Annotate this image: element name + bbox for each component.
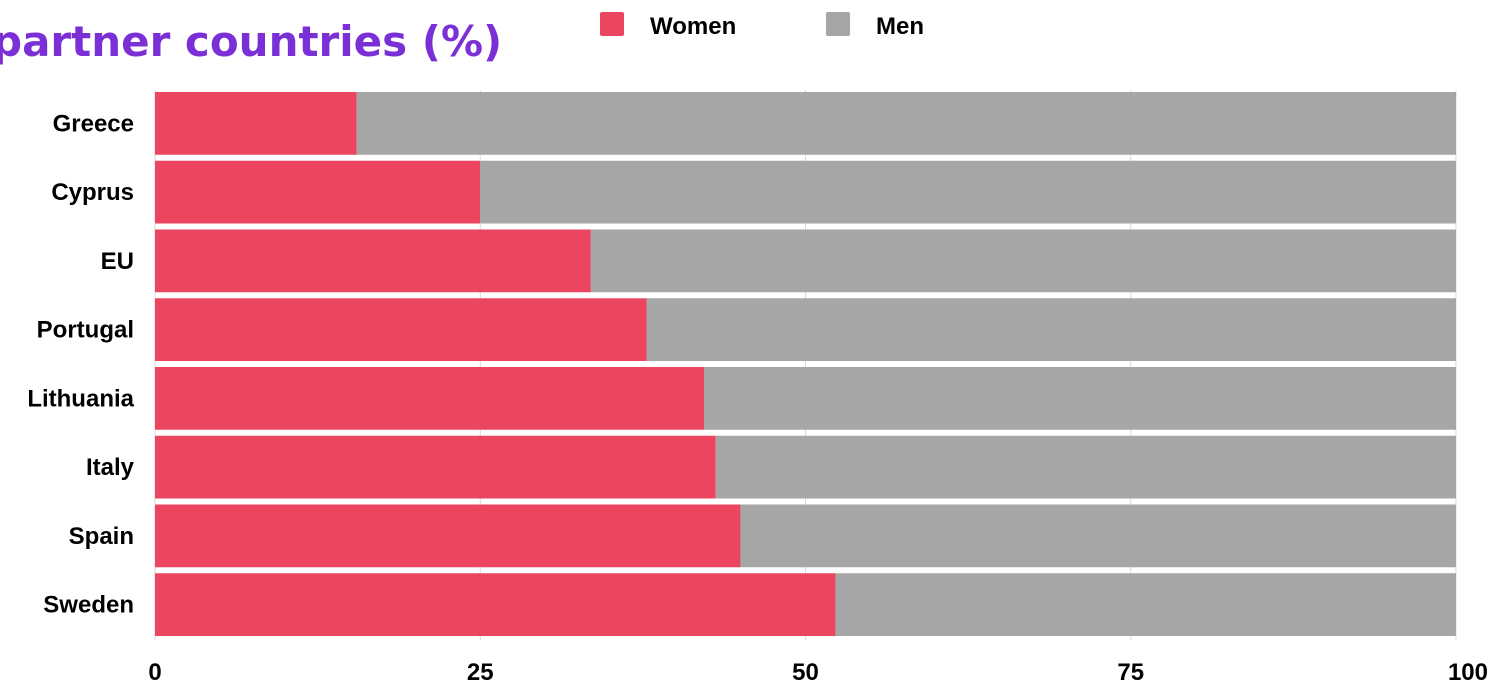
bar-men-lithuania — [704, 367, 1456, 430]
category-labels: Greece Cyprus EU Portugal Lithuania Italy Spai… — [27, 110, 134, 618]
bars — [155, 92, 1456, 636]
bar-men-cyprus — [480, 160, 1456, 224]
legend-label-men: Men — [876, 13, 924, 40]
x-tick-label-50: 50 — [792, 659, 819, 686]
bar-women-sweden — [155, 573, 836, 636]
bar-women-eu — [155, 229, 591, 293]
chart-title: partner countries (%) — [0, 17, 502, 66]
x-tick-label-25: 25 — [467, 659, 494, 686]
bar-men-italy — [715, 435, 1456, 499]
x-tick-labels: 0 25 50 75 100 — [148, 659, 1488, 686]
category-label-cyprus: Cyprus — [51, 179, 134, 206]
category-label-italy: Italy — [86, 454, 135, 481]
legend-swatch-men — [826, 12, 850, 36]
x-tick-label-100: 100 — [1448, 659, 1488, 686]
bar-women-spain — [155, 504, 741, 568]
legend: Women Men — [600, 12, 924, 40]
bar-women-cyprus — [155, 160, 481, 224]
bar-women-portugal — [155, 298, 647, 361]
bar-women-italy — [155, 435, 716, 499]
legend-label-women: Women — [650, 13, 736, 40]
category-label-greece: Greece — [53, 110, 134, 137]
bar-men-greece — [356, 92, 1456, 155]
bar-women-lithuania — [155, 367, 705, 430]
legend-swatch-women — [600, 12, 624, 36]
category-label-spain: Spain — [69, 523, 134, 550]
x-tick-label-0: 0 — [148, 659, 161, 686]
x-tick-label-75: 75 — [1117, 659, 1144, 686]
bar-men-spain — [740, 504, 1456, 568]
bar-men-eu — [590, 229, 1456, 293]
category-label-lithuania: Lithuania — [27, 385, 134, 412]
category-label-portugal: Portugal — [37, 317, 134, 344]
category-label-sweden: Sweden — [43, 592, 134, 619]
bar-men-sweden — [835, 573, 1456, 636]
category-label-eu: EU — [101, 248, 134, 275]
bar-women-greece — [155, 92, 357, 155]
bar-men-portugal — [646, 298, 1456, 361]
